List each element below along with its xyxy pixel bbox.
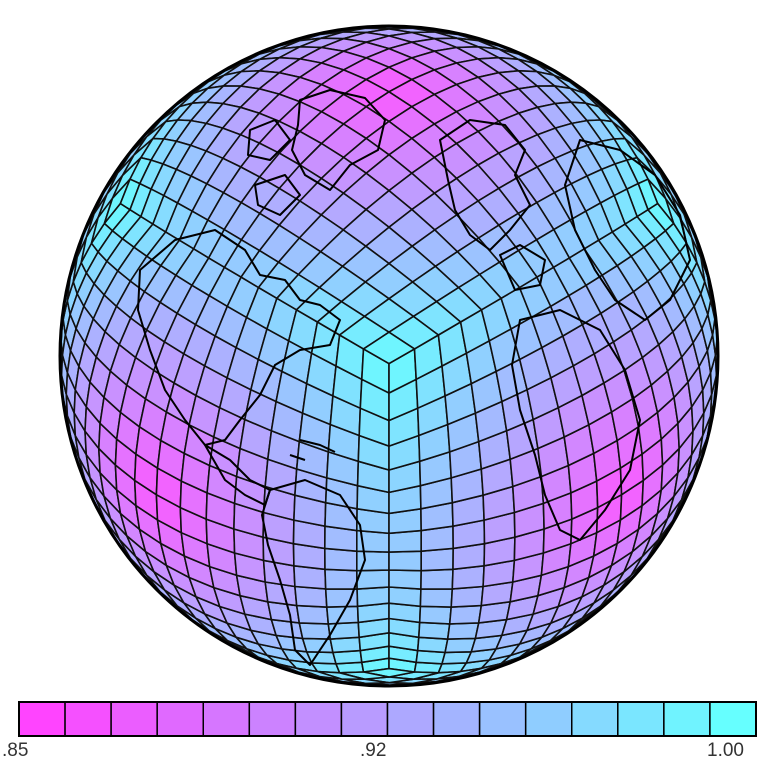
grid-cell: [388, 569, 423, 590]
colorbar-swatch: [110, 701, 158, 737]
grid-cell: [419, 588, 454, 608]
grid-cell: [420, 547, 455, 572]
grid-cell: [301, 637, 334, 654]
colorbar-swatch: [617, 701, 665, 737]
colorbar-swatch: [478, 701, 527, 737]
colorbar-swatch: [663, 701, 711, 737]
colorbar-swatches: [18, 701, 757, 737]
colorbar-swatch: [64, 701, 112, 737]
colorbar-max-label: 1.00: [707, 740, 744, 761]
colorbar-min-label: .85: [2, 740, 29, 761]
grid-cell: [295, 604, 330, 625]
coastline-europe-west: [499, 244, 546, 291]
grid-cell: [418, 605, 453, 625]
grid-cell: [298, 622, 332, 640]
colorbar-swatch: [524, 701, 573, 737]
grid-cell: [323, 547, 358, 572]
grid-cell: [448, 604, 483, 625]
globe-cells: [60, 26, 718, 686]
colorbar-swatch: [709, 701, 757, 737]
grid-cell: [361, 331, 417, 365]
colorbar-swatch: [340, 701, 389, 737]
colorbar-swatch: [432, 701, 481, 737]
colorbar-mid-label: .92: [360, 740, 387, 761]
grid-cell: [356, 586, 390, 608]
coastline-south-america: [261, 479, 366, 666]
colorbar-swatch: [248, 701, 297, 737]
colorbar-swatch: [386, 701, 435, 737]
globe: [58, 24, 720, 688]
grid-cell: [294, 585, 328, 608]
colorbar-swatch: [202, 701, 251, 737]
coastlines: [137, 89, 691, 666]
coastline-greenland: [291, 89, 386, 191]
grid-cell: [388, 586, 422, 608]
colorbar-frame: [18, 701, 757, 737]
grid-cell: [388, 529, 423, 553]
grid-cell: [444, 637, 477, 654]
coastline-arctic-islands: [247, 119, 301, 216]
colorbar-swatch: [294, 701, 343, 737]
grid-cell: [446, 622, 480, 640]
colorbar-swatch: [571, 701, 619, 737]
coastline-europe: [439, 119, 531, 251]
globe-outline: [58, 24, 720, 688]
grid-cell: [325, 605, 360, 625]
colorbar-swatch: [18, 701, 66, 737]
colorbar: [18, 701, 757, 737]
grid-cell: [417, 621, 451, 640]
grid-cell: [355, 569, 390, 590]
coastline-asia: [564, 139, 691, 321]
grid-cell: [450, 585, 484, 608]
coastline-north-america: [137, 229, 341, 446]
grid-cell: [324, 568, 358, 590]
coastline-africa: [511, 309, 641, 541]
grid-cell: [420, 568, 454, 590]
colorbar-swatch: [156, 701, 204, 737]
grid-cell: [388, 550, 423, 572]
coastline-caribbean: [289, 439, 336, 461]
